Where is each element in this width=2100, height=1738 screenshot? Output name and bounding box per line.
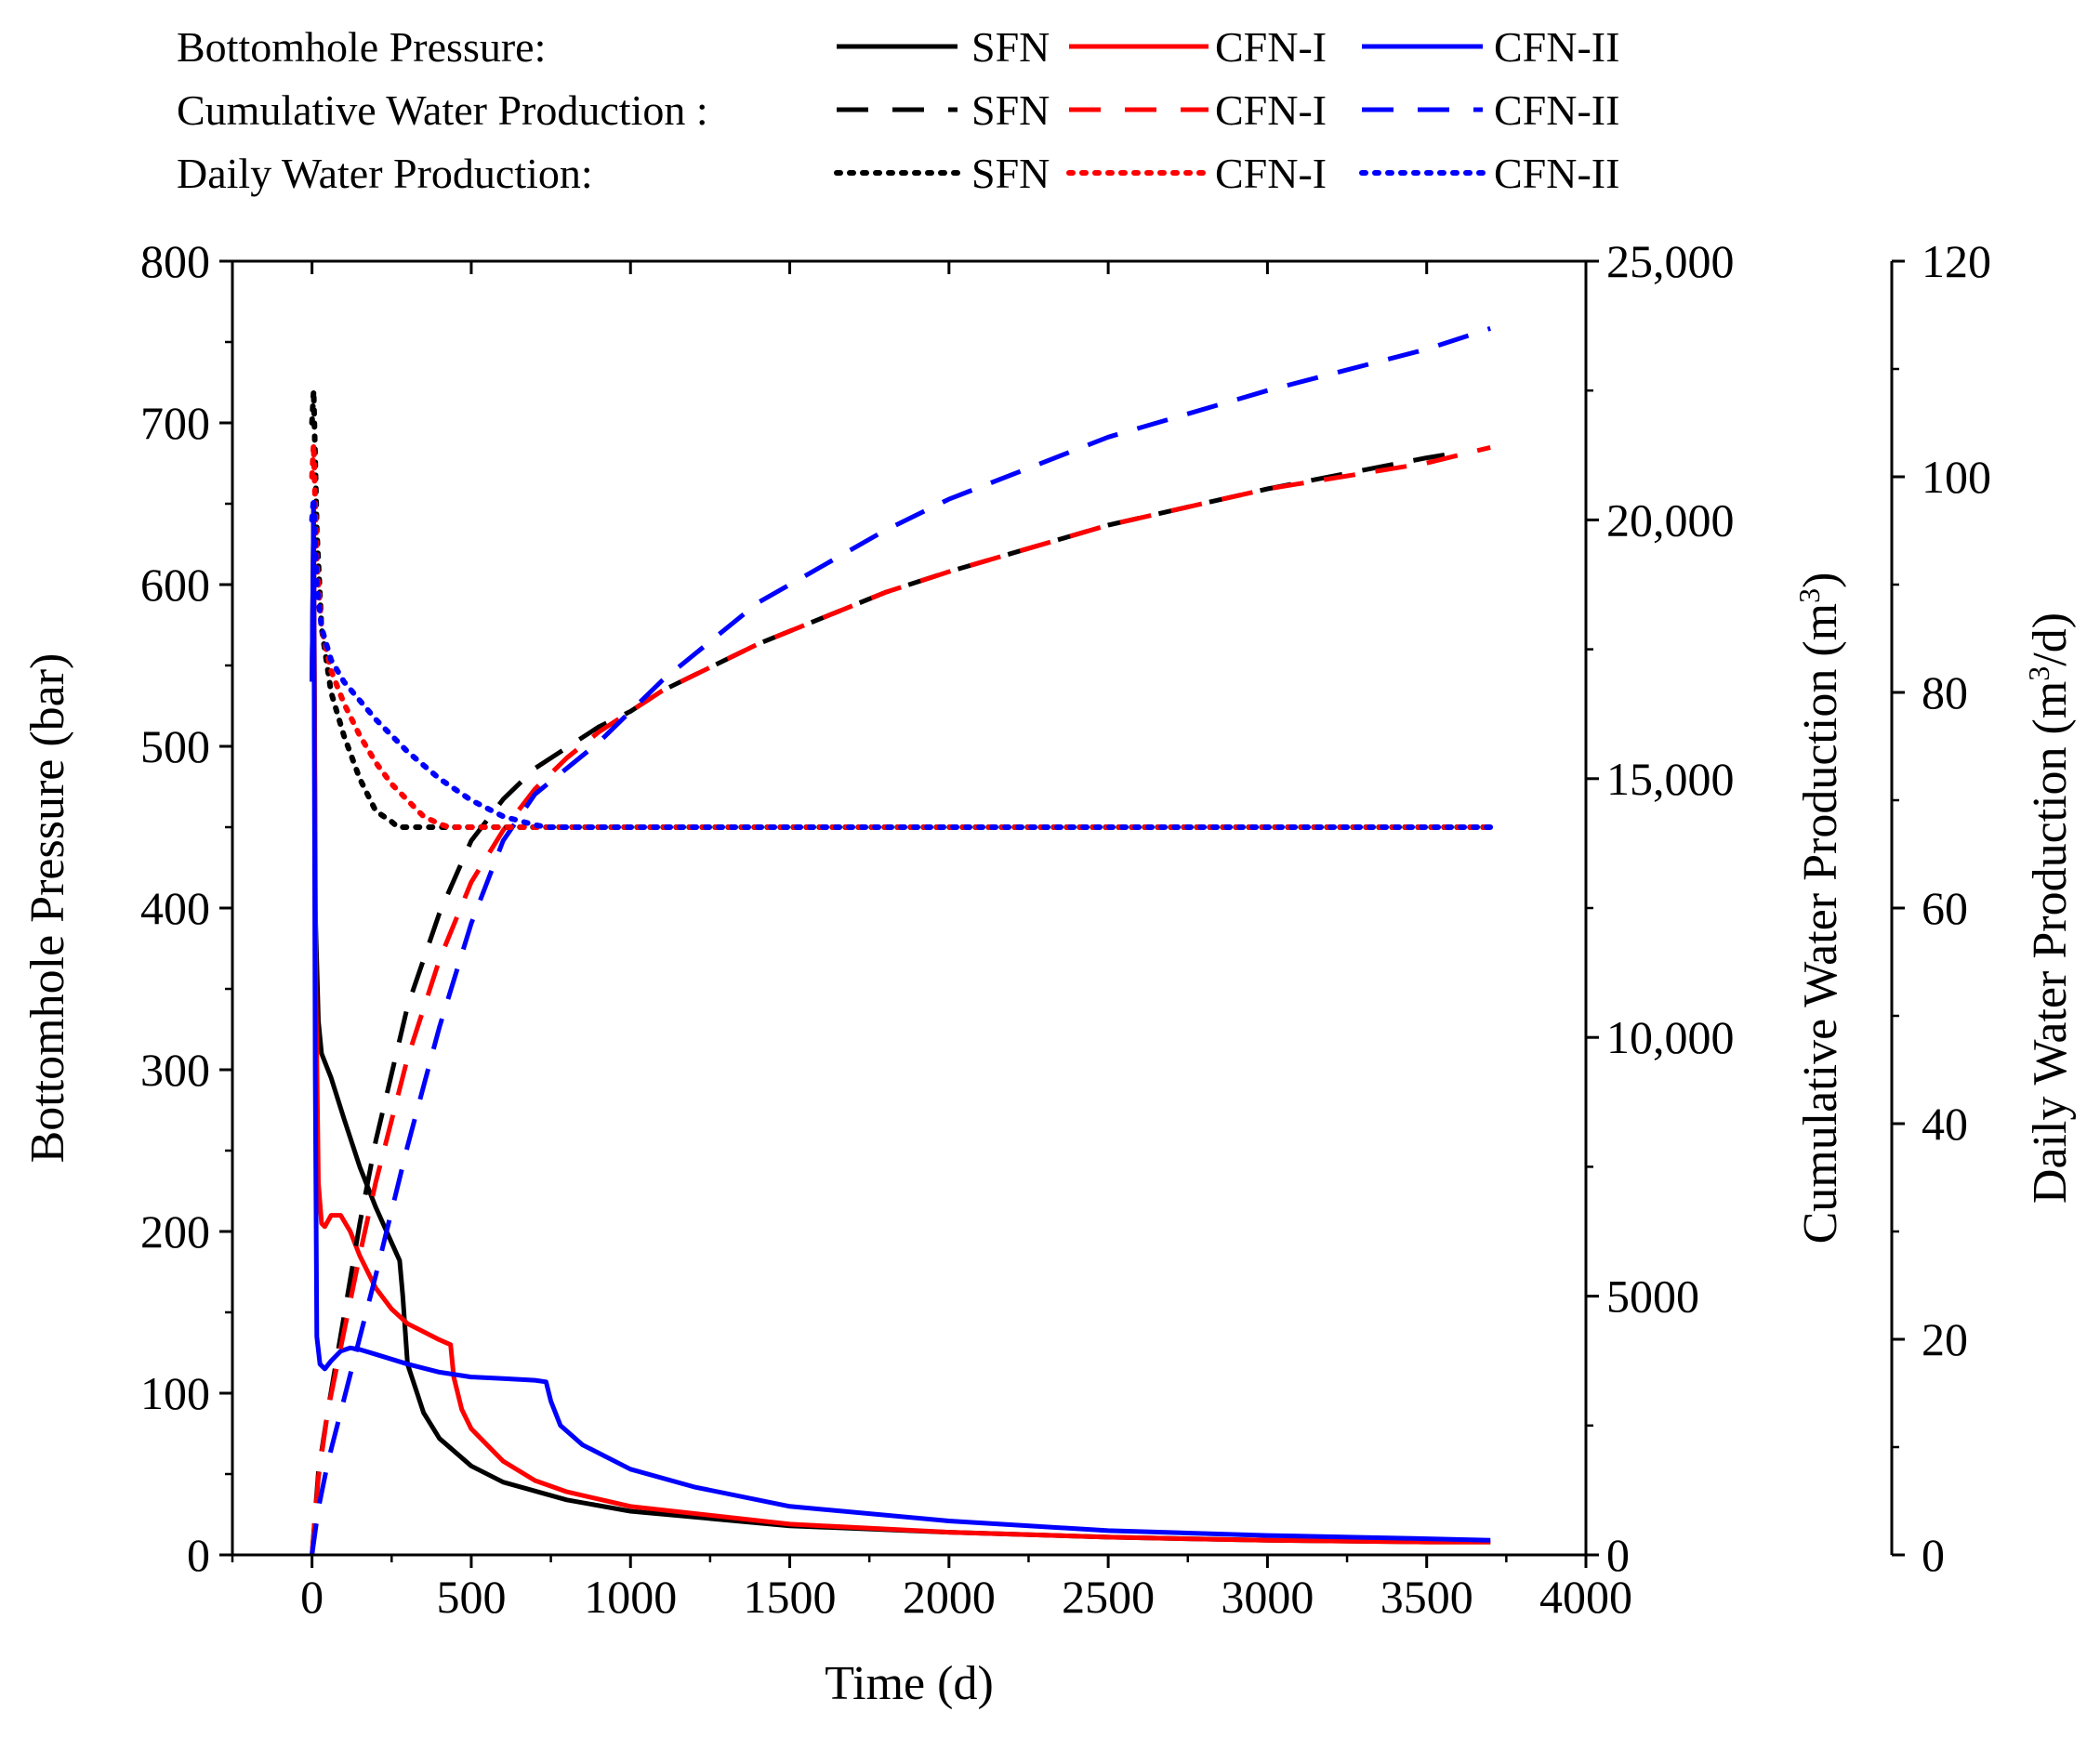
y-left-axis-title: Bottomhole Pressure (bar): [21, 653, 74, 1164]
y-left-tick-label: 400: [140, 882, 210, 934]
series-sfn-daily-water-production: [309, 388, 1494, 830]
series-cfn-i-daily-water-production: [309, 441, 1494, 830]
y-left-tick-label: 300: [140, 1044, 210, 1096]
y-right1-tick-label: 0: [1606, 1529, 1630, 1581]
y-right2-tick-label: 20: [1922, 1313, 1968, 1365]
x-axis-title: Time (d): [825, 1657, 994, 1710]
x-tick-label: 3000: [1221, 1571, 1314, 1623]
series-cfn-i-bottomhole-pressure: [310, 501, 1491, 1545]
plot-area: [309, 326, 1494, 1555]
series-cfn-ii-cumulative-water-production: [310, 326, 1491, 1555]
y-right1-tick-label: 5000: [1606, 1271, 1699, 1323]
legend-group-label-solid: Bottomhole Pressure:: [177, 23, 546, 71]
legend-case-label-cfn-i: CFN-I: [1215, 86, 1327, 134]
y-right1-axis-title: Cumulative Water Production (m3): [1792, 573, 1847, 1244]
legend-group-label-dotted: Daily Water Production:: [177, 150, 593, 197]
y-right2-tick-label: 60: [1922, 882, 1968, 934]
x-tick-label: 2000: [903, 1571, 996, 1623]
y-left-tick-label: 800: [140, 235, 210, 287]
legend-case-label-cfn-ii: CFN-II: [1494, 150, 1619, 197]
legend-case-label-cfn-ii: CFN-II: [1494, 23, 1619, 71]
plot-frame: [231, 259, 1588, 1557]
y-right2-tick-label: 40: [1922, 1098, 1968, 1150]
series-sfn-cumulative-water-production: [310, 450, 1459, 1555]
y-left-tick-label: 500: [140, 720, 210, 772]
x-tick-label: 500: [436, 1571, 506, 1623]
legend-case-label-cfn-i: CFN-I: [1215, 150, 1327, 197]
legend-case-label-sfn: SFN: [971, 150, 1050, 197]
series-cfn-ii-daily-water-production: [309, 495, 1494, 830]
y-left-tick-label: 0: [187, 1529, 210, 1581]
y-right2-tick-label: 0: [1922, 1529, 1945, 1581]
x-tick-label: 1500: [744, 1571, 837, 1623]
y-right2-tick-label: 100: [1922, 451, 1991, 503]
legend: Bottomhole Pressure: SFN CFN-I CFN-II Cumula…: [177, 23, 1619, 197]
legend-case-label-cfn-i: CFN-I: [1215, 23, 1327, 71]
x-tick-label: 2500: [1062, 1571, 1155, 1623]
y-right2-axis-title: Daily Water Production (m3/d): [2022, 612, 2077, 1204]
x-tick-label: 1000: [584, 1571, 677, 1623]
y-right1-tick-label: 10,000: [1606, 1011, 1735, 1063]
y-right1-tick-label: 15,000: [1606, 753, 1735, 805]
y-right1-tick-label: 25,000: [1606, 235, 1735, 287]
y-left-tick-label: 700: [140, 397, 210, 449]
y-left-tick-label: 100: [140, 1367, 210, 1419]
y-right2-tick-label: 120: [1922, 235, 1991, 287]
series-sfn-bottomhole-pressure: [310, 501, 1491, 1545]
x-tick-label: 3500: [1380, 1571, 1473, 1623]
x-tick-label: 0: [300, 1571, 324, 1623]
y-left-tick-label: 600: [140, 559, 210, 611]
y-right1-tick-label: 20,000: [1606, 494, 1735, 546]
x-tick-label: 4000: [1539, 1571, 1632, 1623]
series-cfn-ii-bottomhole-pressure: [310, 501, 1491, 1543]
legend-case-label-sfn: SFN: [971, 23, 1050, 71]
legend-group-label-dashed: Cumulative Water Production :: [177, 86, 708, 134]
y-right2-tick-label: 80: [1922, 666, 1968, 718]
series-cfn-i-cumulative-water-production: [310, 444, 1491, 1555]
legend-case-label-cfn-ii: CFN-II: [1494, 86, 1619, 134]
y-left-tick-label: 200: [140, 1205, 210, 1257]
legend-case-label-sfn: SFN: [971, 86, 1050, 134]
